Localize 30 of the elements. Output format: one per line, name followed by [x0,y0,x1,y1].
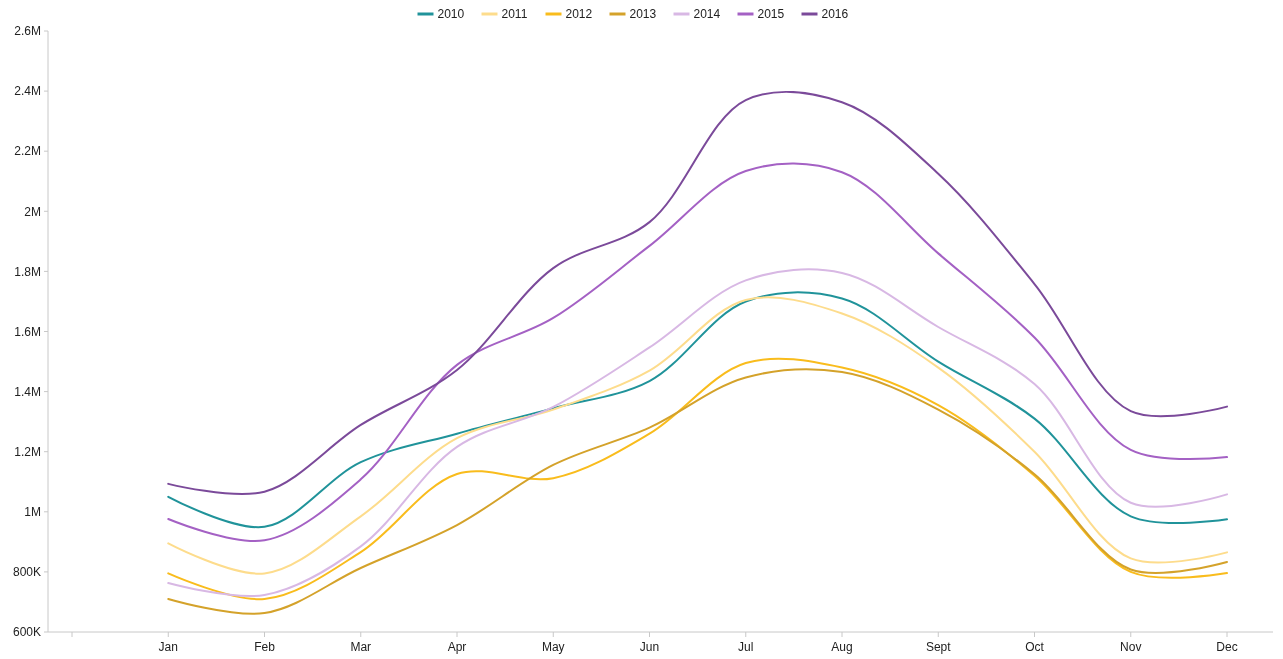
legend-label: 2012 [565,7,593,22]
y-tick-label: 2.6M [14,24,41,39]
legend-label: 2013 [629,7,657,22]
legend-label: 2015 [757,7,785,22]
y-tick-label: 600K [12,625,41,640]
x-tick-label: Aug [831,640,853,654]
y-tick-label: 800K [12,565,41,580]
y-tick-label: 2.4M [14,84,41,99]
x-tick-label: Jan [158,640,178,654]
y-tick-label: 1M [24,505,41,519]
x-tick-label: Nov [1120,640,1142,654]
x-tick-label: Oct [1025,640,1045,654]
x-tick-label: Jul [738,640,754,654]
legend-label: 2016 [821,7,849,22]
y-tick-label: 1.4M [14,384,41,399]
y-tick-label: 2.2M [14,144,41,159]
x-tick-label: Sept [925,640,952,654]
y-tick-label: 1.2M [14,444,41,459]
y-tick-label: 2M [24,204,41,219]
x-tick-label: Feb [254,640,276,654]
x-tick-label: Jun [639,640,660,654]
x-tick-label: Mar [350,640,372,654]
y-tick-label: 1.6M [14,324,41,339]
legend-label: 2014 [693,7,721,22]
x-tick-label: Dec [1216,640,1238,654]
y-tick-label: 1.8M [14,264,41,279]
x-tick-label: May [541,640,565,654]
legend-label: 2010 [437,7,465,22]
x-tick-label: Apr [447,640,467,654]
legend-label: 2011 [501,7,528,22]
